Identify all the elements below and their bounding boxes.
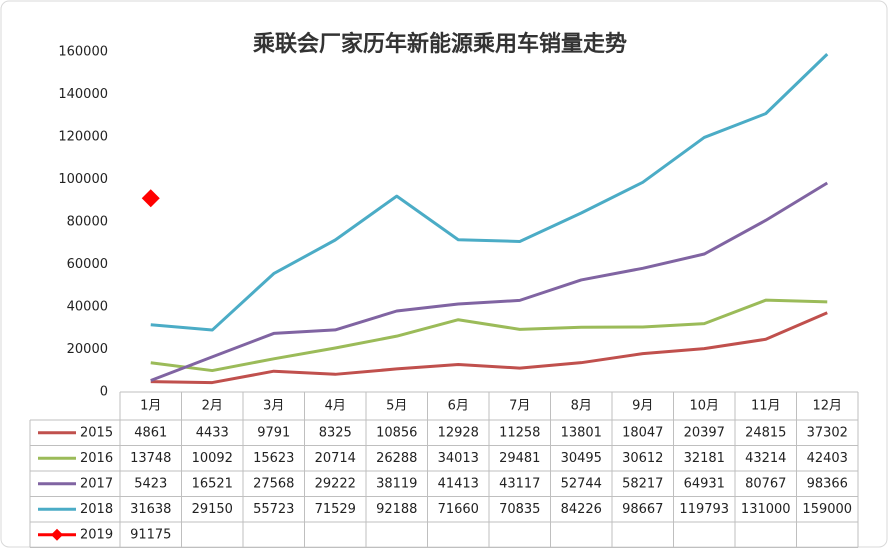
legend-label: 2016 [80, 451, 113, 466]
x-tick-label: 1月 [140, 399, 161, 414]
table-value: 42403 [807, 451, 848, 466]
table-value: 55723 [253, 502, 294, 517]
y-tick-label: 40000 [67, 300, 108, 315]
table-value: 29481 [499, 451, 540, 466]
legend-label: 2015 [80, 425, 113, 440]
table-value: 34013 [438, 451, 479, 466]
table-value: 30495 [561, 451, 602, 466]
y-tick-label: 140000 [58, 87, 108, 102]
table-value: 71529 [315, 502, 356, 517]
table-value: 98366 [807, 476, 848, 491]
table-value: 12928 [438, 425, 479, 440]
x-tick-label: 11月 [751, 399, 781, 414]
table-value: 24815 [745, 425, 786, 440]
x-tick-label: 5月 [386, 399, 407, 414]
table-value: 159000 [802, 502, 852, 517]
y-tick-label: 120000 [58, 130, 108, 145]
table-value: 27568 [253, 476, 294, 491]
series-line [150, 311, 828, 385]
x-tick-label: 3月 [263, 399, 284, 414]
legend-label: 2017 [80, 476, 113, 491]
y-tick-label: 20000 [67, 342, 108, 357]
table-value: 8325 [319, 425, 352, 440]
table-value: 10856 [376, 425, 417, 440]
table-value: 16521 [192, 476, 233, 491]
table-value: 13748 [130, 451, 171, 466]
table-value: 9791 [257, 425, 290, 440]
chart-title: 乘联会厂家历年新能源乘用车销量走势 [252, 31, 627, 57]
series-line [150, 53, 829, 332]
table-value: 4861 [134, 425, 167, 440]
table-value: 10092 [192, 451, 233, 466]
table-value: 52744 [561, 476, 602, 491]
legend-label: 2018 [80, 502, 113, 517]
table-value: 41413 [438, 476, 479, 491]
table-value: 43214 [745, 451, 786, 466]
y-tick-label: 80000 [67, 215, 108, 230]
table-value: 58217 [622, 476, 663, 491]
table-value: 64931 [684, 476, 725, 491]
table-value: 31638 [130, 502, 171, 517]
table-value: 13801 [561, 425, 602, 440]
x-tick-label: 10月 [689, 399, 719, 414]
table-value: 32181 [684, 451, 725, 466]
x-tick-label: 9月 [632, 399, 653, 414]
legend-label: 2019 [80, 527, 113, 542]
point-marker [141, 189, 160, 208]
table-value: 70835 [499, 502, 540, 517]
table-value: 18047 [622, 425, 663, 440]
table-value: 20714 [315, 451, 356, 466]
table-value: 29150 [192, 502, 233, 517]
table-value: 80767 [745, 476, 786, 491]
table-value: 92188 [376, 502, 417, 517]
table-value: 98667 [622, 502, 663, 517]
table-value: 71660 [438, 502, 479, 517]
table-value: 15623 [253, 451, 294, 466]
table-value: 30612 [622, 451, 663, 466]
table-value: 131000 [741, 502, 791, 517]
y-tick-label: 100000 [58, 172, 108, 187]
x-tick-label: 7月 [509, 399, 530, 414]
y-tick-label: 160000 [58, 45, 108, 60]
series-line [150, 298, 828, 373]
y-tick-label: 60000 [67, 257, 108, 272]
x-tick-label: 6月 [448, 399, 469, 414]
x-tick-label: 4月 [325, 399, 346, 414]
table-value: 26288 [376, 451, 417, 466]
table-value: 38119 [376, 476, 417, 491]
x-tick-label: 2月 [202, 399, 223, 414]
legend-marker [51, 528, 63, 541]
table-value: 119793 [679, 502, 729, 517]
x-tick-label: 12月 [812, 399, 842, 414]
table-value: 5423 [134, 476, 167, 491]
table-value: 84226 [561, 502, 602, 517]
table-value: 4433 [196, 425, 229, 440]
table-value: 20397 [684, 425, 725, 440]
y-tick-label: 0 [100, 385, 108, 400]
table-value: 91175 [130, 527, 171, 542]
table-value: 43117 [499, 476, 540, 491]
series-line [150, 181, 829, 382]
table-value: 11258 [499, 425, 540, 440]
table-value: 37302 [807, 425, 848, 440]
table-value: 29222 [315, 476, 356, 491]
x-tick-label: 8月 [571, 399, 592, 414]
